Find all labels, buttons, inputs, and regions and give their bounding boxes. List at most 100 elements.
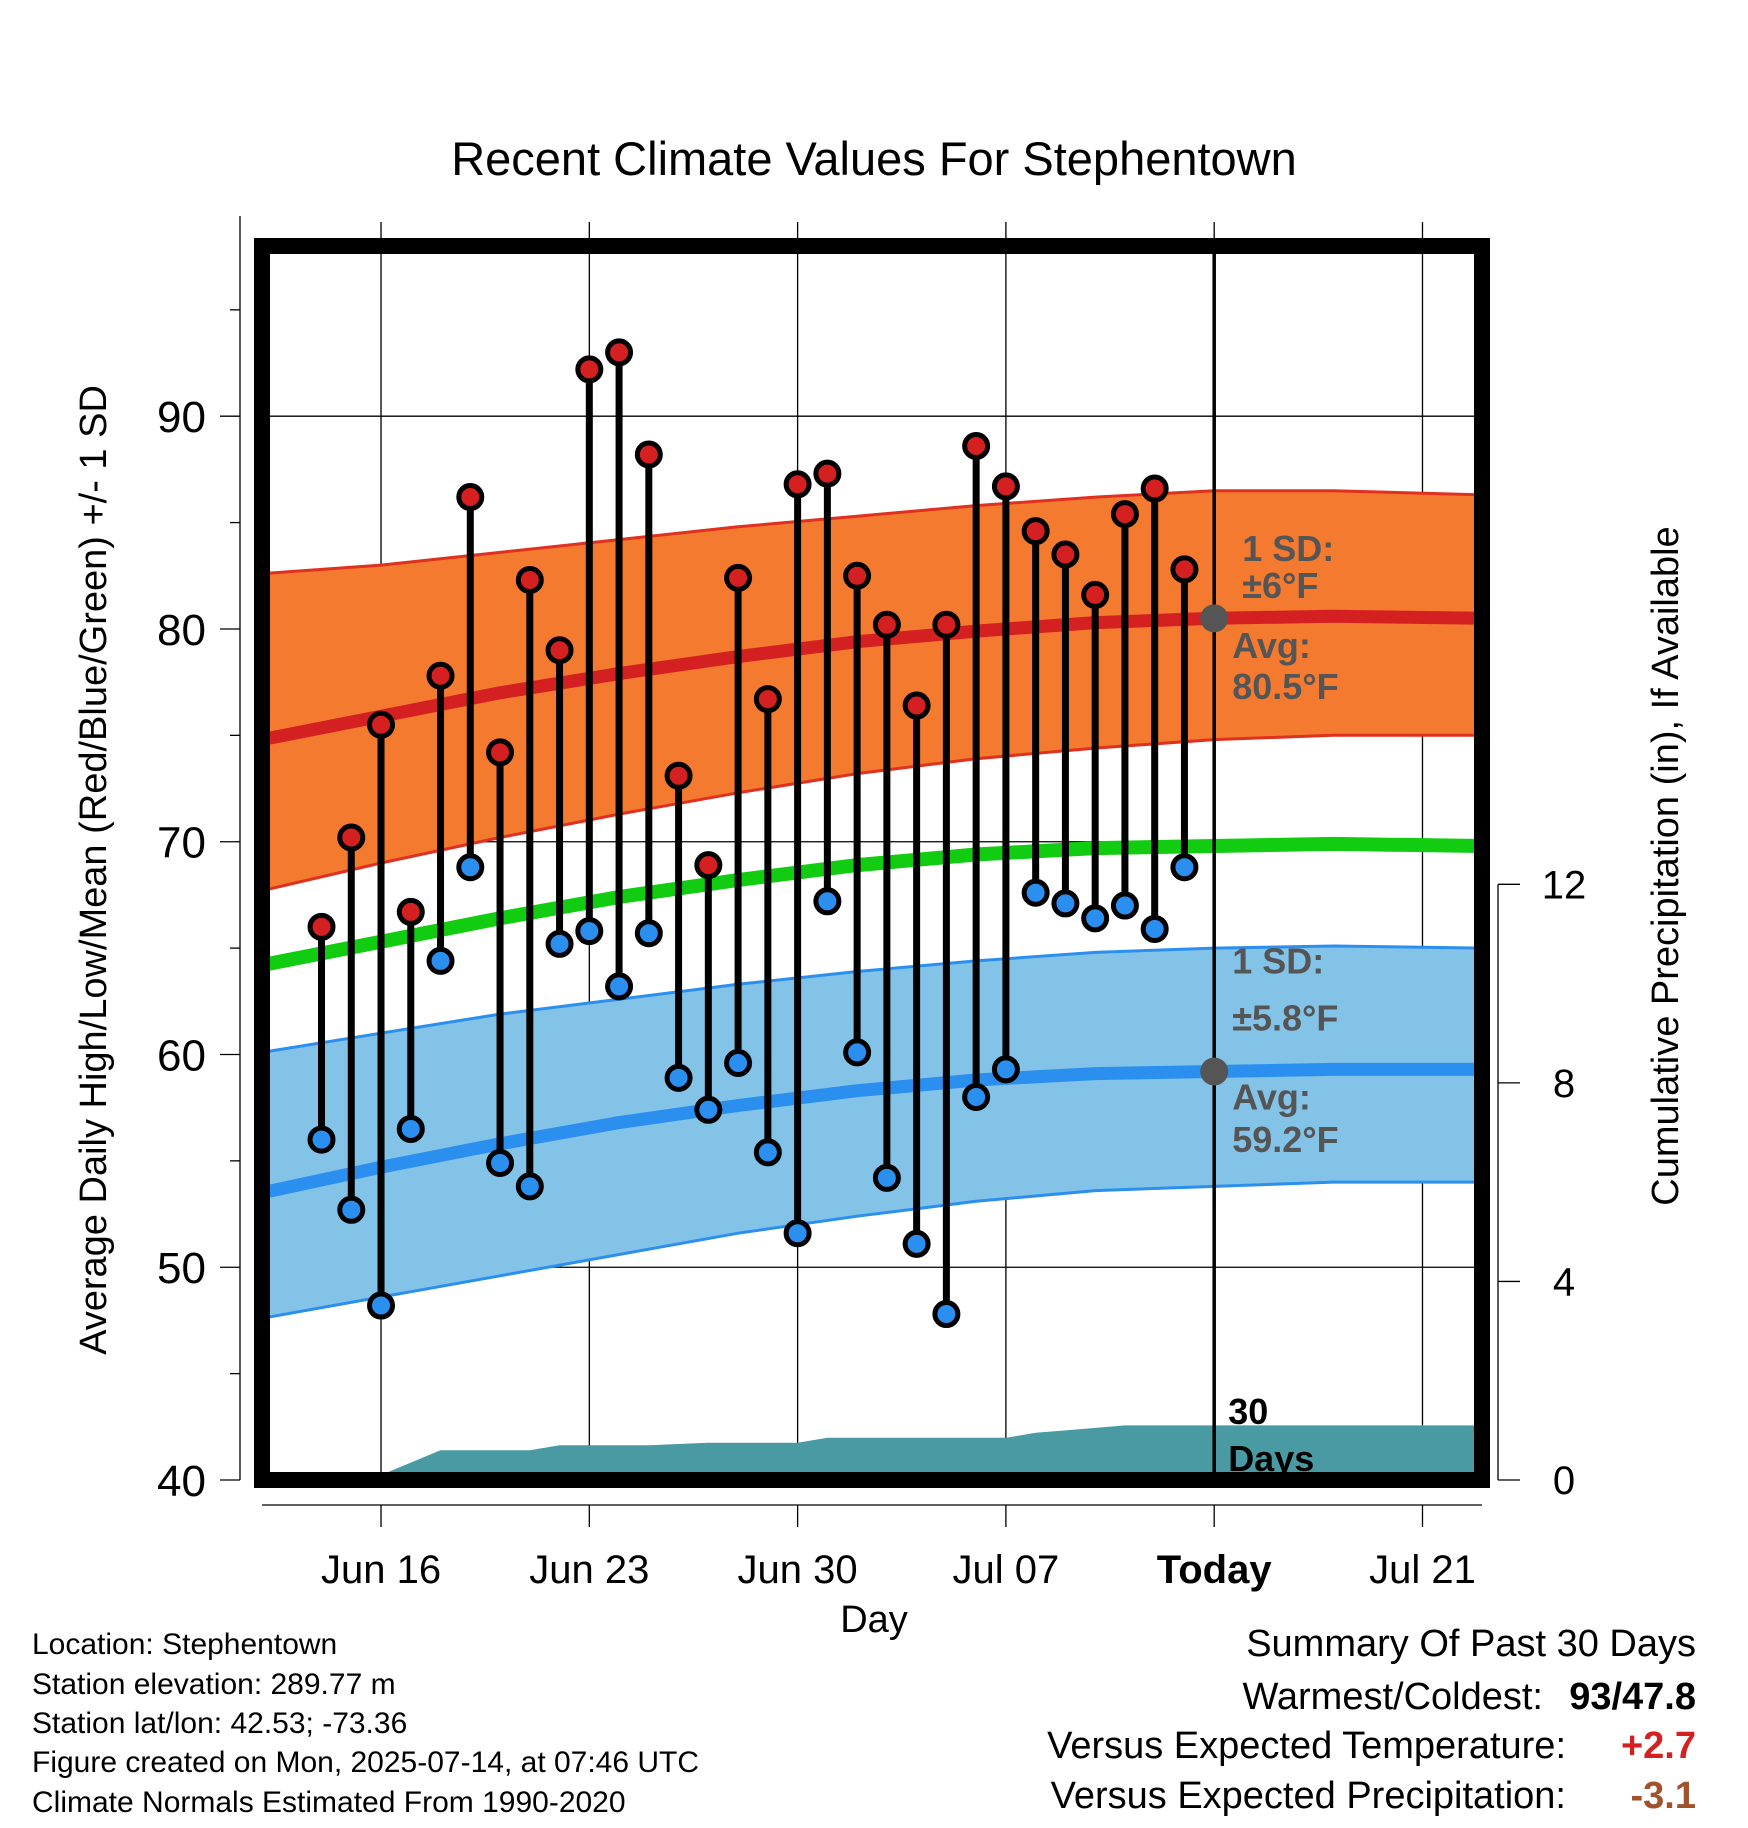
daily-high-point-2025-07-03 [872, 610, 901, 639]
y2-tick-label-0: 0 [1553, 1459, 1575, 1503]
low-sd-label-line2: ±5.8°F [1232, 998, 1338, 1039]
chart-title: Recent Climate Values For Stephentown [451, 132, 1297, 185]
y-tick-label-60: 60 [157, 1031, 206, 1080]
y-axis-label: Average Daily High/Low/Mean (Red/Blue/Gr… [73, 385, 115, 1355]
daily-high-point-2025-06-15 [337, 823, 366, 852]
summary-warmest-label: Warmest/Coldest: [1242, 1676, 1543, 1718]
daily-high-point-2025-07-12 [1140, 474, 1169, 503]
daily-high-point-2025-07-01 [813, 459, 842, 488]
daily-high-point-2025-06-14 [307, 912, 336, 941]
daily-low-point-2025-07-05 [932, 1300, 961, 1329]
daily-low-point-2025-07-03 [872, 1163, 901, 1192]
days-label-line1: 30 [1228, 1391, 1268, 1432]
y-tick-label-90: 90 [157, 393, 206, 442]
high-sd-label-line1: 1 SD: [1242, 528, 1334, 569]
daily-high-point-2025-06-19 [456, 483, 485, 512]
daily-low-point-2025-06-30 [783, 1219, 812, 1248]
daily-low-point-2025-06-21 [515, 1172, 544, 1201]
daily-low-point-2025-06-24 [605, 972, 634, 1001]
high-sd-label-line2: ±6°F [1242, 565, 1318, 606]
info-latlon: Station lat/lon: 42.53; -73.36 [32, 1707, 408, 1740]
daily-low-point-2025-07-11 [1110, 891, 1139, 920]
summary-temp-label: Versus Expected Temperature: [1047, 1725, 1566, 1767]
high-avg-label-line2: 80.5°F [1232, 666, 1338, 707]
summary-warmest-coldest: 93/47.8 [1569, 1678, 1696, 1716]
x-tick-label-jul-21: Jul 21 [1369, 1548, 1476, 1592]
daily-high-point-2025-06-23 [575, 355, 604, 384]
daily-high-point-2025-06-27 [694, 851, 723, 880]
high-sd-upper-line [261, 489, 1483, 576]
daily-high-point-2025-07-07 [991, 472, 1020, 501]
low-avg-label-line1: Avg: [1232, 1076, 1311, 1117]
daily-high-point-2025-06-16 [367, 710, 396, 739]
daily-high-point-2025-06-18 [426, 661, 455, 690]
x-tick-label-jun-16: Jun 16 [321, 1548, 441, 1592]
summary-precip-value: -3.1 [1630, 1775, 1696, 1817]
y-axis-right: 0 4 8 12 [1497, 863, 1586, 1503]
daily-high-point-2025-06-20 [486, 738, 515, 767]
x-tick-label-jun-23: Jun 23 [529, 1548, 649, 1592]
daily-low-point-2025-07-04 [902, 1229, 931, 1258]
daily-low-point-2025-06-18 [426, 946, 455, 975]
daily-high-point-2025-07-04 [902, 691, 931, 720]
daily-low-point-2025-06-15 [337, 1195, 366, 1224]
x-tick-label-today: Today [1157, 1548, 1273, 1592]
daily-low-point-2025-06-25 [634, 919, 663, 948]
daily-low-point-2025-06-23 [575, 917, 604, 946]
low-avg-label-line2: 59.2°F [1232, 1119, 1338, 1160]
y-tick-label-40: 40 [157, 1457, 206, 1506]
normal-bands [260, 489, 1483, 1320]
daily-low-point-2025-06-26 [664, 1063, 693, 1092]
daily-low-point-2025-07-06 [962, 1083, 991, 1112]
y-tick-label-50: 50 [157, 1244, 206, 1293]
daily-low-point-2025-07-01 [813, 887, 842, 916]
daily-low-point-2025-07-08 [1021, 878, 1050, 907]
daily-high-point-2025-07-11 [1110, 500, 1139, 529]
summary-coldest-value: /47.8 [1611, 1676, 1696, 1718]
daily-high-point-2025-06-30 [783, 470, 812, 499]
high-avg-label-line1: Avg: [1232, 625, 1311, 666]
today-low-avg-marker [1200, 1057, 1229, 1086]
daily-low-point-2025-07-13 [1170, 853, 1199, 882]
daily-low-point-2025-06-22 [545, 929, 574, 958]
daily-low-point-2025-06-29 [753, 1138, 782, 1167]
daily-low-point-2025-06-20 [486, 1148, 515, 1177]
daily-high-point-2025-06-21 [515, 566, 544, 595]
daily-low-point-2025-07-02 [843, 1038, 872, 1067]
daily-high-point-2025-06-29 [753, 685, 782, 714]
daily-high-point-2025-07-02 [843, 561, 872, 590]
low-avg-line [260, 1062, 1482, 1200]
daily-high-point-2025-07-05 [932, 610, 961, 639]
daily-high-point-2025-06-22 [545, 636, 574, 665]
daily-low-point-2025-06-17 [396, 1114, 425, 1143]
y-tick-label-70: 70 [157, 819, 206, 868]
high-sd-band [262, 490, 1482, 891]
daily-low-point-2025-06-16 [367, 1291, 396, 1320]
x-tick-label-jun-30: Jun 30 [738, 1548, 858, 1592]
today-high-avg-marker [1200, 604, 1229, 633]
daily-low-point-2025-07-09 [1051, 889, 1080, 918]
y2-tick-label-8: 8 [1553, 1062, 1575, 1106]
y2-axis-label: Cumulative Precipitation (in), If Availa… [1645, 526, 1687, 1205]
summary-temp-value: +2.7 [1620, 1725, 1696, 1767]
daily-low-point-2025-06-14 [307, 1125, 336, 1154]
daily-high-point-2025-07-06 [962, 431, 991, 460]
x-tick-label-jul-07: Jul 07 [953, 1548, 1060, 1592]
low-sd-lower-line [261, 1180, 1482, 1320]
daily-low-point-2025-06-19 [456, 853, 485, 882]
low-sd-label-line1: 1 SD: [1232, 941, 1324, 982]
summary-title: Summary Of Past 30 Days [1246, 1623, 1696, 1665]
summary-precip-label: Versus Expected Precipitation: [1050, 1775, 1566, 1817]
precip-area [262, 1425, 1482, 1480]
daily-high-point-2025-06-26 [664, 761, 693, 790]
daily-series [307, 338, 1199, 1329]
daily-high-point-2025-06-25 [634, 440, 663, 469]
info-elevation: Station elevation: 289.77 m [32, 1668, 396, 1701]
daily-high-point-2025-07-09 [1051, 540, 1080, 569]
daily-low-point-2025-07-10 [1081, 904, 1110, 933]
daily-high-point-2025-07-10 [1081, 580, 1110, 609]
daily-low-point-2025-07-07 [991, 1055, 1020, 1084]
